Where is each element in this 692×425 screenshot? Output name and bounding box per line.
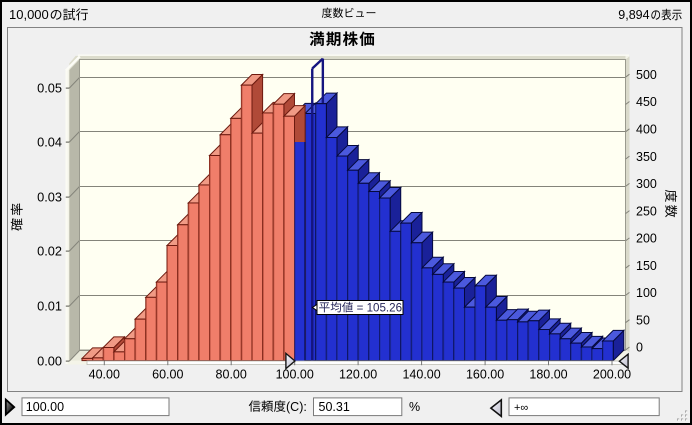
svg-text:120.00: 120.00 (339, 368, 377, 382)
svg-text:250: 250 (636, 204, 657, 218)
svg-text:500: 500 (636, 68, 657, 82)
svg-text:400: 400 (636, 123, 657, 137)
svg-text:300: 300 (636, 177, 657, 191)
svg-text:180.00: 180.00 (529, 368, 567, 382)
svg-text:0: 0 (636, 341, 643, 355)
svg-text:200: 200 (636, 232, 657, 246)
svg-text:140.00: 140.00 (402, 368, 440, 382)
svg-text:0.00: 0.00 (37, 353, 62, 368)
svg-text:= 105.26: = 105.26 (357, 301, 402, 314)
svg-text:0.05: 0.05 (37, 80, 62, 95)
svg-text:350: 350 (636, 150, 657, 164)
svg-text:+∞: +∞ (514, 402, 528, 414)
svg-text:100: 100 (636, 286, 657, 300)
svg-text:150: 150 (636, 259, 657, 273)
svg-text:50: 50 (636, 313, 650, 327)
svg-text:100.00: 100.00 (276, 368, 314, 382)
svg-text:(C):: (C): (286, 400, 307, 414)
svg-text:0.04: 0.04 (37, 134, 62, 149)
svg-text:60.00: 60.00 (152, 368, 183, 382)
svg-text:9,894: 9,894 (618, 8, 649, 22)
svg-text:160.00: 160.00 (466, 368, 504, 382)
svg-text:10,000: 10,000 (9, 7, 49, 22)
svg-text:50.31: 50.31 (319, 400, 350, 414)
svg-text:80.00: 80.00 (216, 368, 247, 382)
svg-text:450: 450 (636, 95, 657, 109)
svg-text:100.00: 100.00 (26, 400, 64, 414)
svg-text:0.02: 0.02 (37, 243, 62, 258)
svg-text:40.00: 40.00 (89, 368, 120, 382)
svg-text:%: % (409, 400, 420, 414)
svg-text:200.00: 200.00 (593, 368, 631, 382)
svg-text:0.03: 0.03 (37, 189, 62, 204)
svg-text:0.01: 0.01 (37, 298, 62, 313)
